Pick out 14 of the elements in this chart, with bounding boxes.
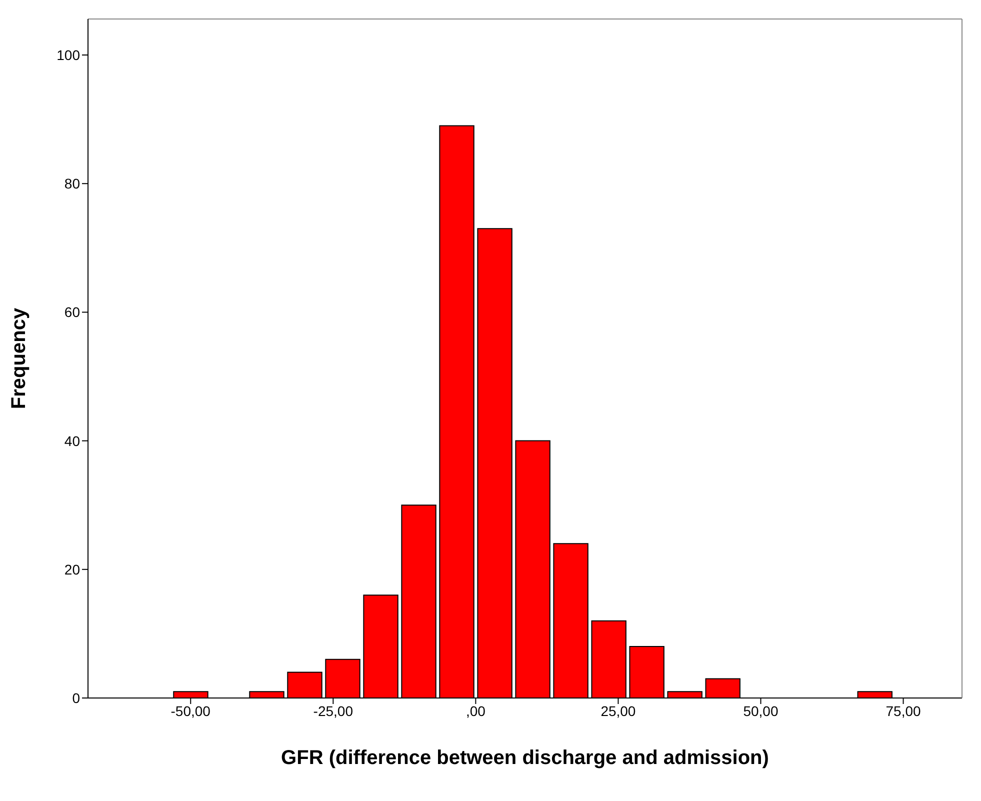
y-tick-label: 100 [56,46,80,63]
x-tick-label: -50,00 [170,702,211,719]
x-tick-label: ,00 [466,702,486,719]
x-tick-label: 25,00 [600,702,636,719]
y-tick-label: 40 [64,432,80,449]
y-axis-title: Frequency [8,307,30,410]
y-tick-label: 60 [64,304,80,320]
y-tick-label: 80 [64,176,80,192]
x-tick-label: 50,00 [743,702,778,719]
y-tick-label: 0 [72,690,80,706]
x-tick-label: 75,00 [886,702,921,719]
x-tick-label: -25,00 [313,702,354,719]
y-tick-label: 20 [64,561,80,578]
x-axis-title: GFR (difference between discharge and admission) [281,747,769,769]
